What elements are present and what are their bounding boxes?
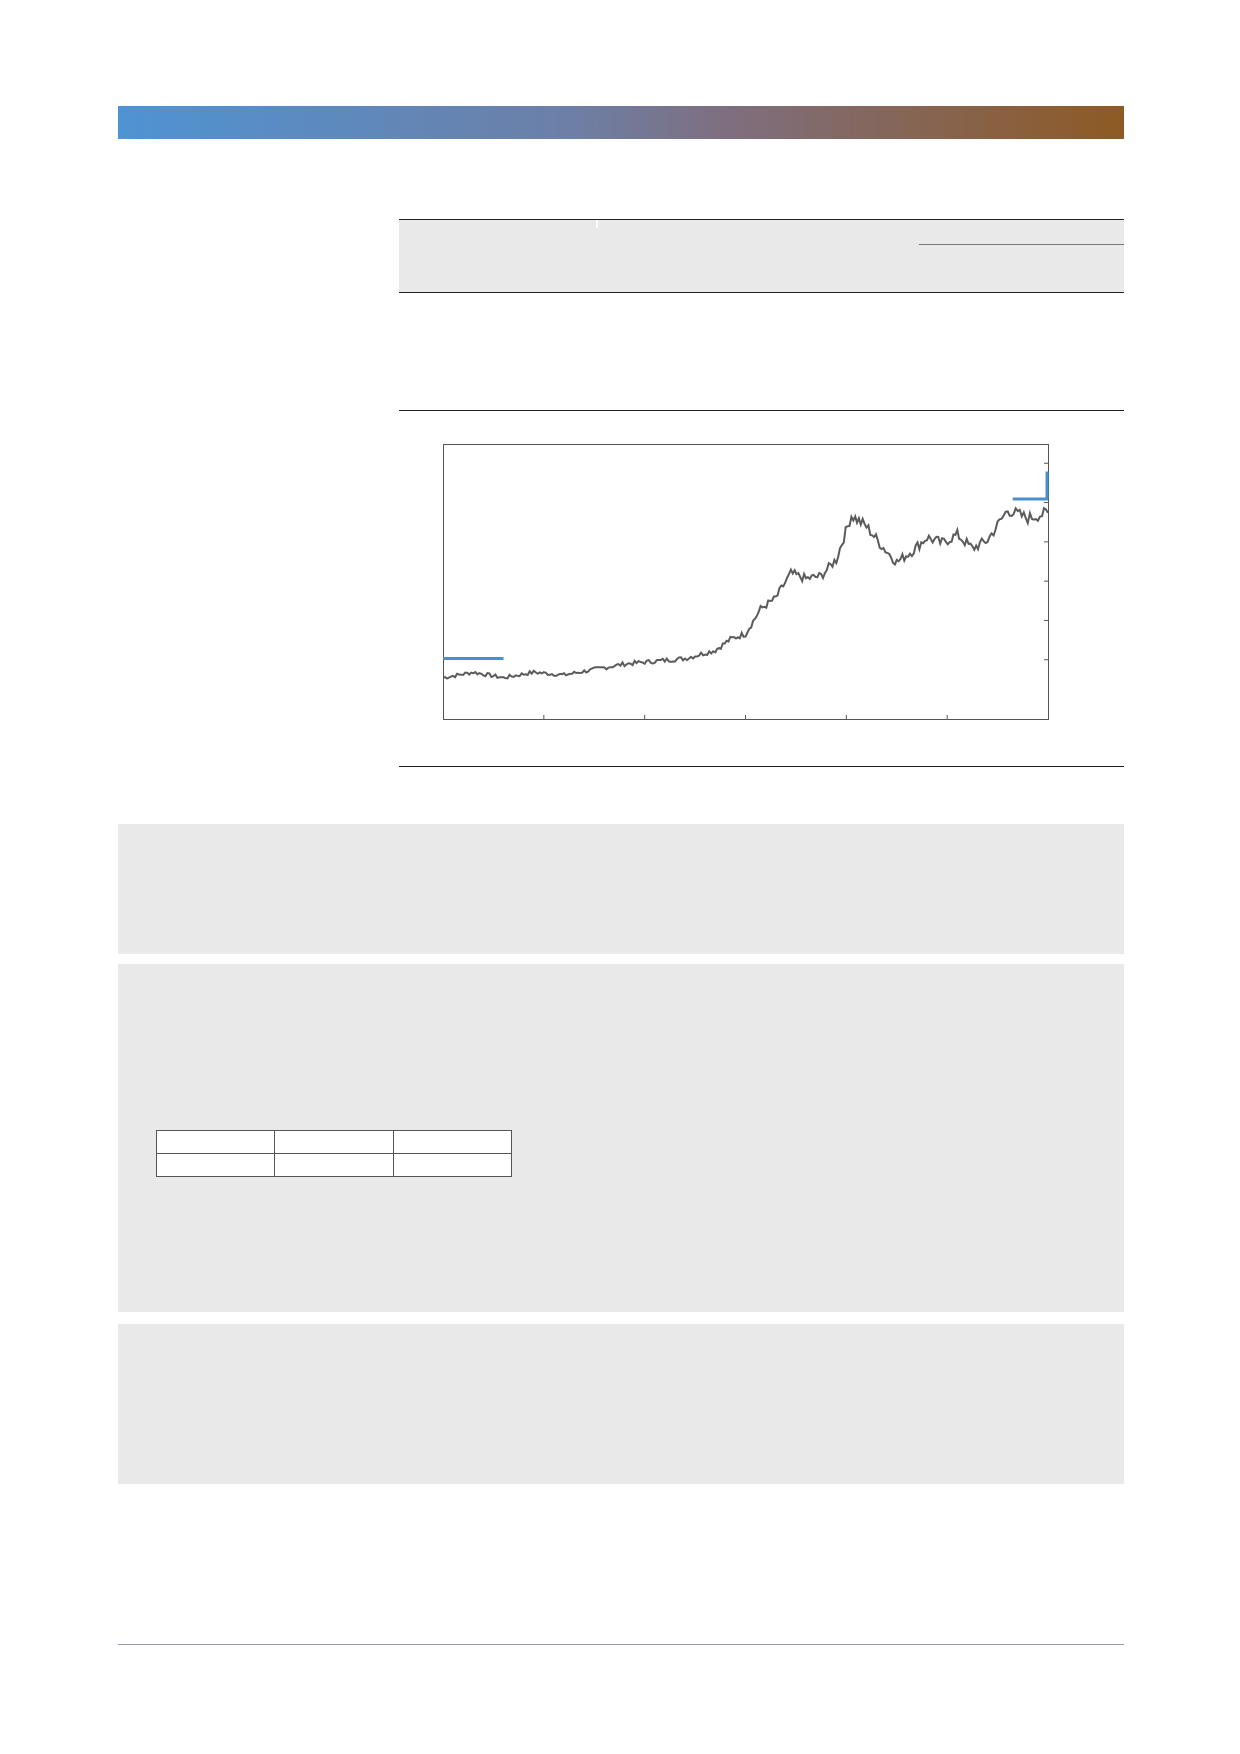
chart-bottom-rule bbox=[399, 766, 1124, 767]
table-cell bbox=[274, 1130, 394, 1154]
table-row bbox=[155, 1130, 513, 1154]
summary-mid-rule bbox=[399, 410, 1124, 411]
info-box-1 bbox=[118, 824, 1124, 954]
table-cell bbox=[392, 1153, 513, 1177]
summary-header-box bbox=[399, 220, 1124, 292]
table-row bbox=[155, 1153, 513, 1177]
summary-header-divider bbox=[596, 220, 598, 228]
price-chart bbox=[443, 444, 1049, 720]
info-box-3 bbox=[118, 1324, 1124, 1484]
info-table bbox=[155, 1130, 513, 1177]
summary-header-bottom-rule bbox=[399, 292, 1124, 293]
header-band bbox=[118, 106, 1124, 139]
chart-x-ticks bbox=[543, 715, 948, 719]
table-cell bbox=[274, 1153, 394, 1177]
table-cell bbox=[155, 1153, 276, 1177]
summary-top-rule bbox=[399, 219, 1124, 220]
chart-frame bbox=[443, 444, 1049, 720]
chart-markers bbox=[443, 471, 1049, 660]
footer-rule bbox=[118, 1644, 1124, 1645]
table-cell bbox=[392, 1130, 513, 1154]
table-cell bbox=[155, 1130, 276, 1154]
summary-header-subline bbox=[919, 244, 1124, 245]
chart-series-line bbox=[443, 506, 1049, 680]
chart-y-ticks bbox=[1044, 462, 1048, 661]
